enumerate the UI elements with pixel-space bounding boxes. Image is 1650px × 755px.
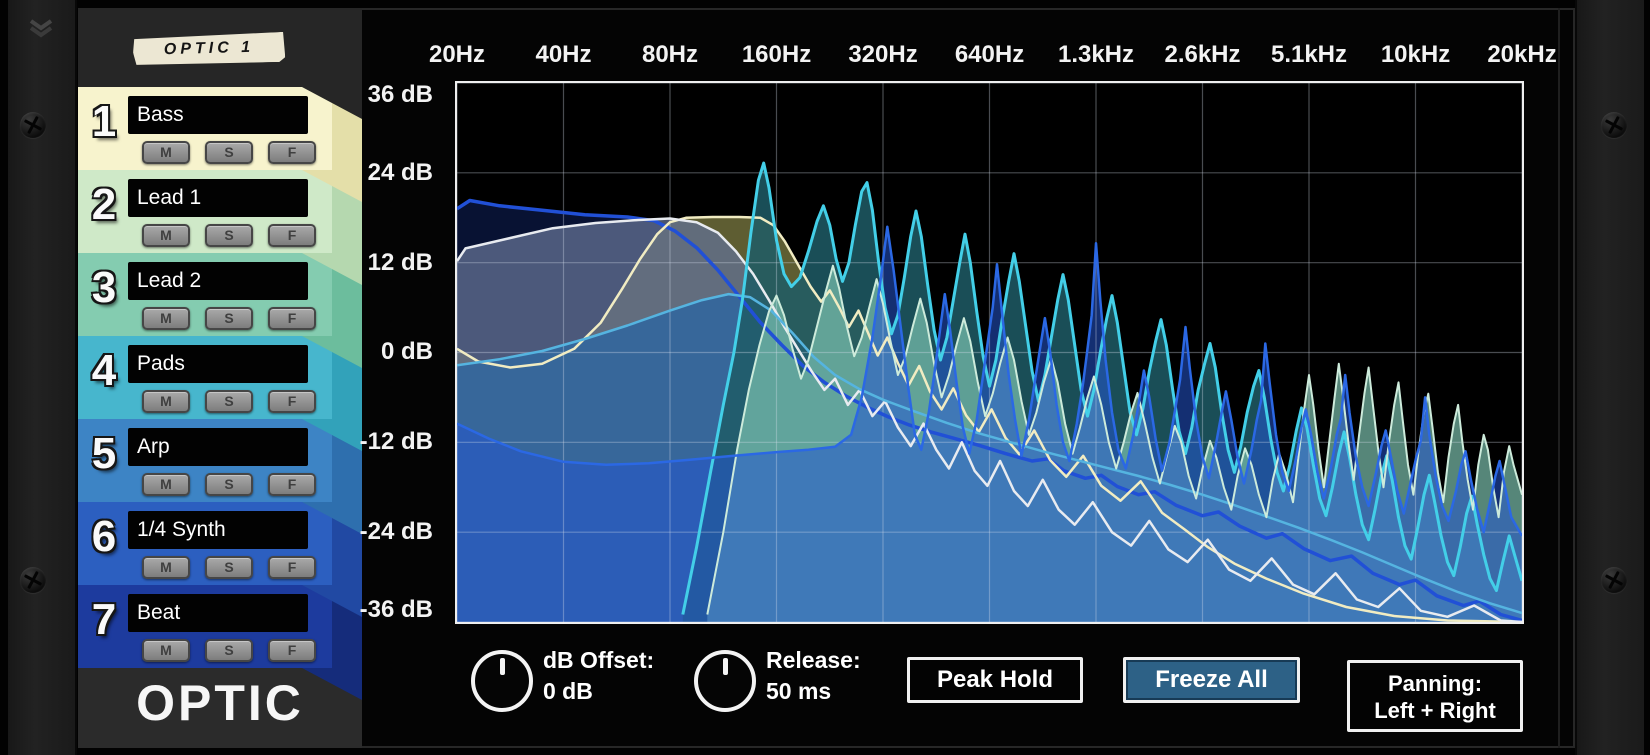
freq-tick-label: 10kHz xyxy=(1380,41,1451,68)
track-focus-button[interactable]: F xyxy=(268,639,316,662)
freq-tick-label: 80Hz xyxy=(641,41,699,68)
track-name-field[interactable]: Arp xyxy=(128,428,308,466)
track-number: 4 xyxy=(91,346,117,395)
db-offset-label: dB Offset: xyxy=(543,647,655,673)
freq-tick-label: 20kHz xyxy=(1487,41,1557,68)
track-row-pads: 4 Pads M S F xyxy=(78,336,362,419)
release-value: 50 ms xyxy=(766,678,832,704)
track-solo-button[interactable]: S xyxy=(205,390,253,413)
db-tick-label: 12 dB xyxy=(367,248,433,276)
track-number: 1 xyxy=(91,97,117,146)
db-tick-label: 36 dB xyxy=(367,81,433,108)
panning-label: Panning: xyxy=(1387,671,1483,696)
track-number: 6 xyxy=(91,512,117,561)
track-name-field[interactable]: Bass xyxy=(128,96,308,134)
track-sidebar: OPTIC 1 1 Bass M S F 2 Lead 1 M S F 3 Lead 2 M S F 4 Pad… xyxy=(78,8,362,748)
db-offset-value: 0 dB xyxy=(543,678,593,704)
track-number: 2 xyxy=(91,180,117,229)
steel-blue-area-line xyxy=(456,292,1523,615)
track-solo-button[interactable]: S xyxy=(205,556,253,579)
screw-icon xyxy=(1601,112,1627,138)
track-solo-button[interactable]: S xyxy=(205,224,253,247)
track-mute-button[interactable]: M xyxy=(142,556,190,579)
track-number: 7 xyxy=(91,595,117,644)
track-row-bass: 1 Bass M S F xyxy=(78,87,362,170)
freq-tick-label: 40Hz xyxy=(535,41,592,68)
preset-tape-label[interactable]: OPTIC 1 xyxy=(133,32,286,66)
screw-icon xyxy=(20,567,46,593)
navy-bass-curve-line xyxy=(456,198,1523,623)
freq-tick-label: 2.6kHz xyxy=(1164,41,1241,68)
knob-pointer-icon xyxy=(499,658,505,675)
brand-logo: OPTIC xyxy=(136,675,304,731)
track-focus-button[interactable]: F xyxy=(268,224,316,247)
knob-pointer-icon xyxy=(722,658,728,675)
freq-tick-label: 320Hz xyxy=(848,41,918,68)
slate-white-curve-line xyxy=(455,217,1523,624)
collapse-chevron-icon[interactable] xyxy=(26,18,56,40)
track-name-field[interactable]: Beat xyxy=(128,594,308,632)
track-number: 5 xyxy=(91,429,117,478)
royal-spikes-curve-fill xyxy=(457,226,1522,622)
rack-strip-left xyxy=(8,0,77,755)
release-label: Release: xyxy=(766,647,861,673)
db-tick-label: 0 dB xyxy=(380,338,433,366)
royal-spikes-curve-line xyxy=(456,225,1524,537)
track-name-field[interactable]: Pads xyxy=(128,345,308,383)
track-name-field[interactable]: Lead 2 xyxy=(128,262,308,300)
track-number: 3 xyxy=(91,263,117,312)
release-readout: Release: 50 ms xyxy=(766,645,861,707)
track-name-field[interactable]: Lead 1 xyxy=(128,179,308,217)
freq-tick-label: 5.1kHz xyxy=(1270,41,1348,68)
track-solo-button[interactable]: S xyxy=(205,141,253,164)
release-knob[interactable] xyxy=(694,650,756,712)
track-focus-button[interactable]: F xyxy=(268,473,316,496)
freq-tick-label: 640Hz xyxy=(954,41,1025,68)
freq-tick-label: 20Hz xyxy=(428,41,486,68)
peak-hold-button[interactable]: Peak Hold xyxy=(907,657,1083,703)
track-mute-button[interactable]: M xyxy=(142,141,190,164)
db-tick-label: -36 dB xyxy=(359,595,433,623)
db-tick-label: -24 dB xyxy=(359,518,433,546)
track-mute-button[interactable]: M xyxy=(142,639,190,662)
screw-icon xyxy=(1601,567,1627,593)
db-offset-knob[interactable] xyxy=(471,650,533,712)
track-focus-button[interactable]: F xyxy=(268,307,316,330)
spectrum-analyzer-display xyxy=(455,81,1524,624)
track-mute-button[interactable]: M xyxy=(142,390,190,413)
track-mute-button[interactable]: M xyxy=(142,307,190,330)
olive-curve-line xyxy=(456,215,1523,624)
track-row-beat: 7 Beat M S F xyxy=(78,585,362,668)
bezel-divider xyxy=(1558,8,1560,748)
panning-button[interactable]: Panning: Left + Right xyxy=(1347,660,1523,732)
track-focus-button[interactable]: F xyxy=(268,390,316,413)
teal-comb-curve-line xyxy=(681,161,1524,615)
track-focus-button[interactable]: F xyxy=(268,141,316,164)
sidebar-header: OPTIC 1 xyxy=(78,8,362,87)
track-solo-button[interactable]: S xyxy=(205,639,253,662)
db-tick-label: 24 dB xyxy=(367,158,433,186)
track-row-1-4-synth: 6 1/4 Synth M S F xyxy=(78,502,362,585)
freq-tick-label: 160Hz xyxy=(741,41,812,68)
track-focus-button[interactable]: F xyxy=(268,556,316,579)
track-row-arp: 5 Arp M S F xyxy=(78,419,362,502)
track-mute-button[interactable]: M xyxy=(142,473,190,496)
seafoam-spikes-curve-line xyxy=(706,264,1523,615)
track-solo-button[interactable]: S xyxy=(205,307,253,330)
track-name-field[interactable]: 1/4 Synth xyxy=(128,511,308,549)
screw-icon xyxy=(20,112,46,138)
freq-tick-label: 1.3kHz xyxy=(1057,41,1135,68)
db-tick-label: -12 dB xyxy=(359,428,433,456)
track-mute-button[interactable]: M xyxy=(142,224,190,247)
panning-value: Left + Right xyxy=(1374,698,1496,723)
freeze-all-button[interactable]: Freeze All xyxy=(1123,657,1300,703)
spectrum-chart xyxy=(455,82,1524,624)
sidebar-footer: OPTIC xyxy=(78,668,362,748)
track-solo-button[interactable]: S xyxy=(205,473,253,496)
rack-strip-right xyxy=(1575,0,1644,755)
db-offset-readout: dB Offset: 0 dB xyxy=(543,645,654,707)
